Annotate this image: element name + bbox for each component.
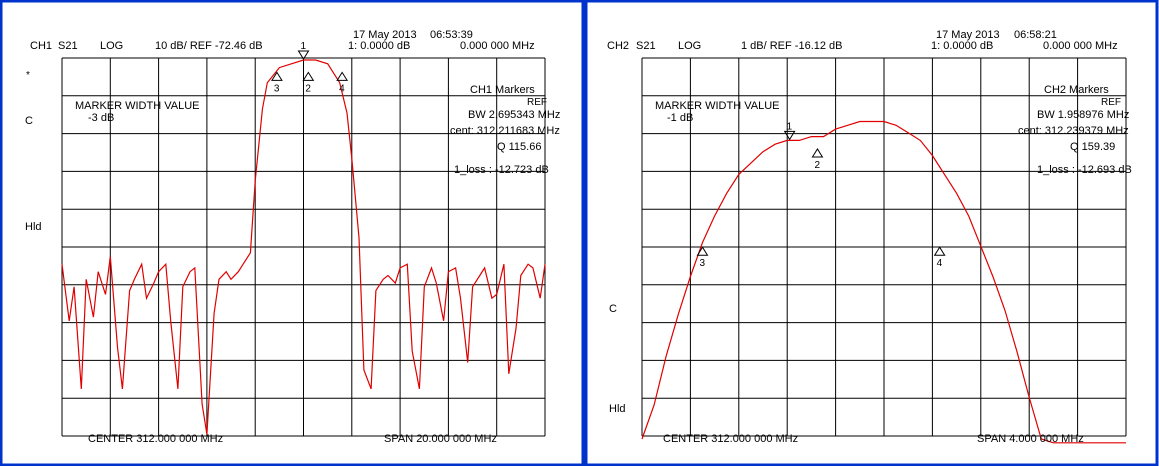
ch2-param: S21 — [636, 40, 656, 52]
ch2-span: SPAN 4.000 000 MHz — [977, 433, 1084, 445]
ch1-cent: cent: 312.211683 MHz — [450, 125, 560, 137]
ch2-marker-readout: 1: 0.0000 dB — [931, 40, 993, 52]
ch1-time: 06:53:39 — [430, 29, 473, 41]
ch1-marker-4 — [336, 71, 349, 81]
ch1-date: 17 May 2013 — [353, 29, 417, 41]
panel-2-header: CH2 S21 LOG 1 dB/ REF -16.12 dB 17 May 2… — [607, 29, 1118, 415]
ch1-marker-label-4: 4 — [339, 83, 345, 94]
panel-2-readouts: MARKER WIDTH VALUE -1 dB CH2 Markers REF… — [655, 84, 1132, 445]
ch2-marker-label-3: 3 — [700, 258, 706, 269]
ch2-time: 06:58:21 — [1014, 29, 1057, 41]
ch2-marker-width-label: MARKER WIDTH VALUE — [655, 100, 779, 112]
panel-2-border — [584, 0, 1159, 466]
ch1-trace-0 — [61, 59, 546, 435]
ch1-marker-readout: 1: 0.0000 dB — [348, 40, 410, 52]
ch2-cent: cent: 312.239379 MHz — [1018, 125, 1129, 137]
ch2-markers-title: CH2 Markers — [1044, 84, 1109, 96]
ch2-bw: BW 1.958976 MHz — [1037, 109, 1129, 121]
ch1-bw: BW 2.695343 MHz — [468, 109, 560, 121]
ch1-loss: 1_loss : -12.723 dB — [454, 164, 549, 176]
ch1-channel: CH1 — [30, 40, 52, 52]
ch2-marker-2 — [811, 148, 824, 158]
ch1-center: CENTER 312.000 000 MHz — [88, 433, 223, 445]
ch2-marker-3 — [696, 246, 709, 256]
ch2-q: Q 159.39 — [1070, 141, 1115, 153]
ch2-scale: 1 dB/ REF -16.12 dB — [741, 40, 843, 52]
ch2-side-hld: Hld — [609, 403, 626, 415]
panel-1-header: CH1 S21 LOG 10 dB/ REF -72.46 dB 17 May … — [25, 29, 535, 233]
ch1-q: Q 115.66 — [497, 141, 541, 153]
ch1-param: S21 — [58, 40, 78, 52]
chart-1: 1 2 3 4 — [61, 41, 546, 437]
ch2-loss: 1_loss : -12.693 dB — [1037, 164, 1132, 176]
ch2-marker-label-1: 1 — [787, 121, 793, 132]
ch1-scale: 10 dB/ REF -72.46 dB — [155, 40, 263, 52]
ch2-channel: CH2 — [607, 40, 629, 52]
ch1-marker-label-2: 2 — [305, 83, 311, 94]
ch1-marker-width-label: MARKER WIDTH VALUE — [75, 100, 199, 112]
ch1-marker-2 — [302, 71, 315, 81]
ch1-side-mark-2: C — [25, 115, 33, 127]
panel-1-border — [0, 0, 585, 466]
ch1-marker-label-3: 3 — [274, 83, 280, 94]
ch2-marker-width-value: -1 dB — [667, 112, 693, 124]
ch2-date: 17 May 2013 — [936, 29, 1000, 41]
ch2-marker-4 — [933, 246, 946, 256]
ch2-marker-1 — [783, 130, 796, 141]
chart-2: 1 2 3 4 — [641, 57, 1127, 444]
ch2-marker-label-2: 2 — [814, 160, 820, 171]
ch1-marker-width-value: -3 dB — [88, 112, 114, 124]
ch2-marker-freq: 0.000 000 MHz — [1043, 40, 1118, 52]
ch2-center: CENTER 312.000 000 MHz — [663, 433, 798, 445]
ch1-marker-freq: 0.000 000 MHz — [460, 40, 535, 52]
ch1-span: SPAN 20.000 000 MHz — [384, 433, 497, 445]
ch2-format: LOG — [678, 40, 701, 52]
ch2-markers-sub: REF — [1101, 97, 1121, 108]
ch2-marker-label-4: 4 — [937, 258, 943, 269]
ch1-marker-label-1: 1 — [301, 41, 307, 52]
ch1-markers-title: CH1 Markers — [470, 84, 535, 96]
ch1-markers-sub: REF — [527, 97, 547, 108]
ch2-side-mark-1: C — [609, 303, 617, 315]
ch1-marker-3 — [271, 71, 283, 81]
ch1-side-mark-1: * — [26, 70, 30, 81]
ch1-side-hld: Hld — [25, 221, 42, 233]
ch2-trace-0 — [641, 120, 1126, 444]
panel-1-readouts: MARKER WIDTH VALUE -3 dB CH1 Markers REF… — [75, 84, 560, 445]
ch1-format: LOG — [100, 40, 123, 52]
ch1-marker-1 — [297, 50, 310, 60]
